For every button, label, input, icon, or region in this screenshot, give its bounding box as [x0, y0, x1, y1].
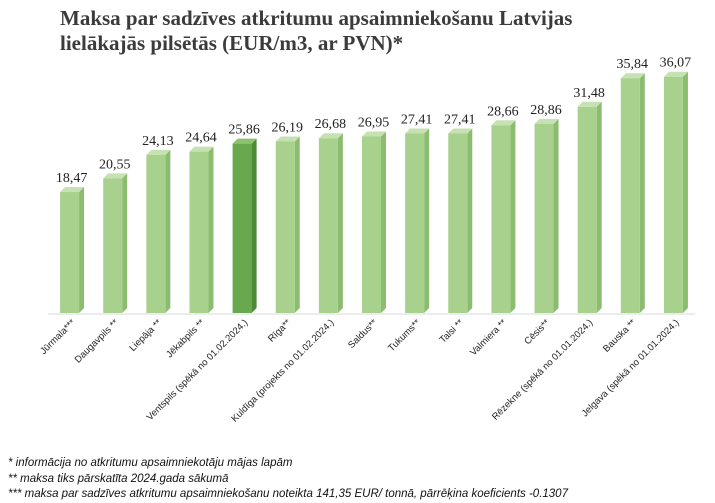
- data-label-2: 20,55: [99, 157, 131, 172]
- bar-side: [381, 131, 386, 313]
- bar-4: [189, 146, 214, 313]
- x-tick-label-10: Talsi **: [438, 317, 467, 346]
- bar-top: [60, 187, 85, 193]
- bar-front: [103, 178, 123, 313]
- data-label-5: 25,86: [228, 123, 260, 138]
- x-tick-label-3: Liepāja **: [127, 317, 164, 354]
- bar-5: [232, 138, 257, 313]
- data-label-15: 36,07: [660, 56, 692, 71]
- data-label-14: 35,84: [617, 57, 649, 72]
- bar-side: [79, 187, 85, 313]
- bar-top: [189, 146, 214, 152]
- bar-front: [232, 143, 252, 313]
- bar-side: [294, 136, 300, 313]
- bar-side: [682, 71, 688, 313]
- bar-13: [577, 101, 602, 313]
- bar-side: [510, 120, 516, 313]
- chart-title-line-2: lielākajās pilsētās (EUR/m3, ar PVN)*: [60, 31, 404, 55]
- bar-front: [60, 192, 80, 313]
- bar-side: [122, 173, 128, 313]
- bar-side: [639, 73, 645, 313]
- bar-9: [405, 128, 430, 313]
- bar-side: [208, 146, 214, 313]
- data-label-1: 18,47: [56, 171, 88, 186]
- bar-front: [663, 76, 683, 313]
- chart-title-line-1: Maksa par sadzīves atkritumu apsaimnieko…: [60, 6, 573, 30]
- x-tick-label-9: Tukums**: [386, 317, 423, 354]
- footnote-2: ** maksa tiks pārskatīta 2024.gada sākum…: [8, 472, 229, 485]
- bar-7: [318, 133, 343, 313]
- data-label-3: 24,13: [142, 134, 174, 149]
- footnote-1: * informācija no atkritumu apsaimniekotā…: [8, 457, 293, 469]
- data-label-10: 27,41: [444, 112, 476, 127]
- x-tick-label-1: Jūrmala***: [38, 317, 78, 357]
- data-label-9: 27,41: [401, 112, 433, 127]
- data-label-12: 28,86: [530, 103, 562, 118]
- bar-top: [362, 131, 386, 137]
- bar-front: [534, 123, 554, 313]
- chart-title: Maksa par sadzīves atkritumu apsaimnieko…: [60, 6, 620, 56]
- bar-top: [663, 71, 688, 77]
- bar-chart: 18,47 Jūrmala*** 20,55 Daugavpils ** 24,13 Li…: [38, 56, 695, 424]
- bar-front: [448, 133, 468, 313]
- x-tick-label-11: Valmiera **: [468, 317, 509, 358]
- x-tick-label-14: Bauska **: [601, 317, 638, 354]
- bar-front: [491, 125, 511, 313]
- bar-front: [318, 138, 338, 313]
- bar-front: [577, 106, 597, 313]
- bar-side: [165, 149, 171, 313]
- bar-top: [534, 118, 559, 124]
- x-tick-label-4: Jēkabpils **: [164, 317, 207, 360]
- bar-front: [362, 136, 381, 313]
- bar-2: [103, 173, 128, 313]
- bar-6: [275, 136, 300, 313]
- data-label-4: 24,64: [185, 131, 217, 146]
- bar-side: [467, 128, 473, 313]
- bar-top: [405, 128, 430, 134]
- bar-side: [251, 138, 257, 313]
- bar-side: [596, 101, 602, 313]
- bar-front: [620, 78, 640, 313]
- bar-top: [318, 133, 343, 139]
- bar-side: [553, 118, 559, 313]
- data-label-13: 31,48: [573, 86, 605, 101]
- bar-front: [189, 151, 209, 313]
- x-tick-label-6: Rīga**: [266, 317, 293, 344]
- x-tick-label-12: Cēsis**: [522, 317, 552, 347]
- bar-8: [362, 131, 386, 313]
- bar-top: [577, 101, 602, 107]
- bar-side: [424, 128, 430, 313]
- bar-11: [491, 120, 516, 313]
- bar-14: [620, 73, 645, 313]
- bar-top: [232, 138, 257, 144]
- bar-top: [448, 128, 473, 134]
- bar-top: [103, 173, 128, 179]
- bar-front: [275, 141, 295, 313]
- data-label-6: 26,19: [271, 120, 303, 135]
- bar-front: [146, 154, 166, 313]
- bar-10: [448, 128, 473, 313]
- bar-1: [60, 187, 85, 313]
- bar-3: [146, 149, 171, 313]
- data-label-8: 26,95: [358, 115, 390, 130]
- bar-15: [663, 71, 688, 313]
- bar-front: [405, 133, 425, 313]
- x-tick-label-2: Daugavpils **: [73, 317, 121, 365]
- bar-top: [146, 149, 171, 155]
- data-label-7: 26,68: [315, 117, 347, 132]
- bar-top: [275, 136, 300, 142]
- footnote-3: *** maksa par sadzīves atkritumu apsaimn…: [8, 488, 568, 500]
- bar-top: [491, 120, 516, 126]
- bar-12: [534, 118, 559, 313]
- bar-top: [620, 73, 645, 79]
- data-label-11: 28,66: [487, 104, 519, 119]
- x-tick-label-8: Saldus**: [346, 317, 380, 351]
- footnotes: * informācija no atkritumu apsaimniekotā…: [8, 456, 708, 503]
- bar-side: [337, 133, 343, 313]
